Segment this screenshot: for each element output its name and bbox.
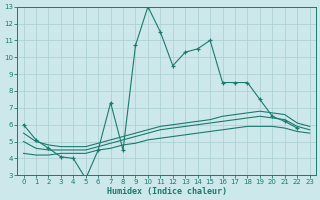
X-axis label: Humidex (Indice chaleur): Humidex (Indice chaleur) [107, 187, 227, 196]
